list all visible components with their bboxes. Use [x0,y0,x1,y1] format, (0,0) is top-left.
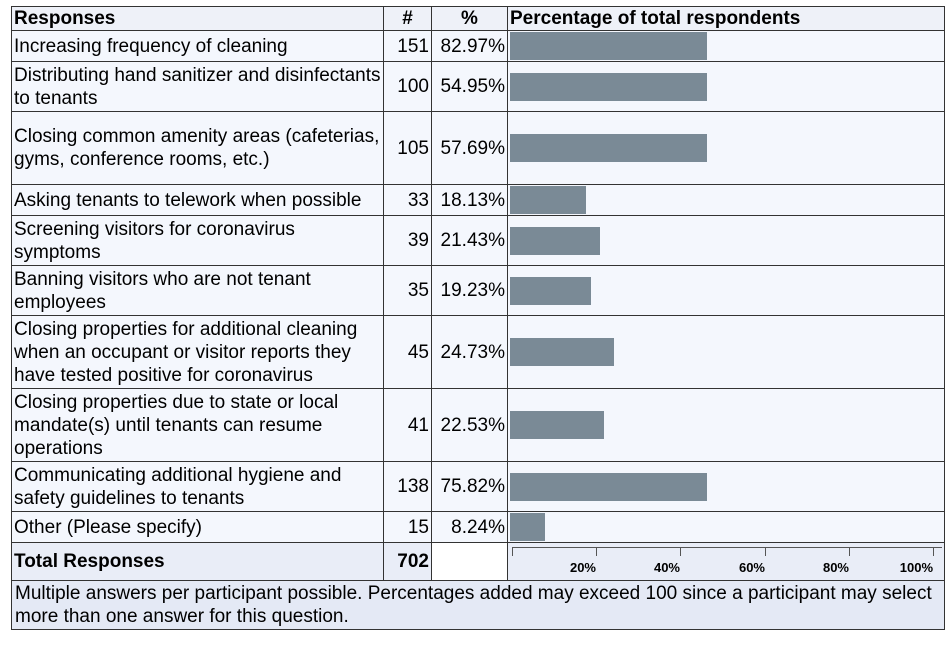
response-count: 41 [383,388,432,462]
response-label: Closing properties due to state or local… [11,388,384,462]
total-label: Total Responses [11,542,384,581]
response-label: Screening visitors for coronavirus sympt… [11,215,384,266]
response-percent: 75.82% [431,461,508,512]
response-percent: 57.69% [431,111,508,185]
response-count: 15 [383,511,432,543]
total-count: 702 [383,542,432,581]
response-percent: 54.95% [431,61,508,112]
response-label: Communicating additional hygiene and saf… [11,461,384,512]
response-label: Distributing hand sanitizer and disinfec… [11,61,384,112]
response-bar-cell [507,61,945,112]
response-percent: 21.43% [431,215,508,266]
axis-tick-origin [512,547,513,556]
axis-tick [849,547,850,556]
response-bar-cell [507,265,945,316]
axis-baseline [512,547,942,548]
response-bar [510,32,707,60]
axis-tick-label: 20% [569,560,596,575]
response-percent: 8.24% [431,511,508,543]
response-bar-cell [507,111,945,185]
header-chart: Percentage of total respondents [507,6,945,31]
response-count: 39 [383,215,432,266]
footer-row: Multiple answers per participant possibl… [11,580,945,630]
axis-tick [596,547,597,556]
response-bar [510,226,600,255]
response-bar-cell [507,315,945,389]
survey-results-table: Responses # % Percentage of total respon… [11,6,945,630]
response-percent: 24.73% [431,315,508,389]
response-percent: 19.23% [431,265,508,316]
percentage-axis-cell: 20% 40% 60% 80% 100% [507,542,945,581]
response-percent: 18.13% [431,184,508,216]
total-row: Total Responses 702 20% 40% 60% 80% 100% [11,542,945,581]
axis-tick [680,547,681,556]
table-row: Closing properties due to state or local… [11,388,945,462]
axis-tick [765,547,766,556]
table-row: Distributing hand sanitizer and disinfec… [11,61,945,112]
response-bar [510,472,707,501]
axis-tick-label: 60% [738,560,765,575]
total-percent-blank [431,542,508,581]
response-percent: 82.97% [431,30,508,62]
response-bar-cell [507,30,945,62]
header-row: Responses # % Percentage of total respon… [11,6,945,31]
response-count: 33 [383,184,432,216]
axis-tick-label: 100% [899,560,933,575]
response-label: Other (Please specify) [11,511,384,543]
axis-tick-label: 40% [653,560,680,575]
response-label: Closing common amenity areas (cafeterias… [11,111,384,185]
header-responses: Responses [11,6,384,31]
response-count: 35 [383,265,432,316]
response-bar [510,513,545,541]
response-bar-cell [507,184,945,216]
percentage-axis: 20% 40% 60% 80% 100% [512,547,942,575]
response-count: 45 [383,315,432,389]
table-row: Other (Please specify) 15 8.24% [11,511,945,543]
table-row: Banning visitors who are not tenant empl… [11,265,945,316]
table-row: Asking tenants to telework when possible… [11,184,945,216]
table-row: Closing common amenity areas (cafeterias… [11,111,945,185]
response-count: 105 [383,111,432,185]
table-row: Closing properties for additional cleani… [11,315,945,389]
table-row: Increasing frequency of cleaning 151 82.97… [11,30,945,62]
response-bar [510,338,614,366]
response-bar [510,411,605,439]
response-percent: 22.53% [431,388,508,462]
response-label: Banning visitors who are not tenant empl… [11,265,384,316]
response-count: 100 [383,61,432,112]
response-count: 138 [383,461,432,512]
response-label: Closing properties for additional cleani… [11,315,384,389]
table-row: Communicating additional hygiene and saf… [11,461,945,512]
footer-note: Multiple answers per participant possibl… [11,580,945,630]
axis-tick [933,547,934,556]
header-count: # [383,6,432,31]
response-bar-cell [507,215,945,266]
response-bar [510,72,707,101]
response-bar [510,276,591,305]
response-bar-cell [507,388,945,462]
response-bar [510,186,586,214]
response-label: Increasing frequency of cleaning [11,30,384,62]
axis-tick-label: 80% [822,560,849,575]
response-bar [510,134,707,162]
header-percent: % [431,6,508,31]
response-bar-cell [507,511,945,543]
response-count: 151 [383,30,432,62]
table-row: Screening visitors for coronavirus sympt… [11,215,945,266]
response-label: Asking tenants to telework when possible [11,184,384,216]
response-bar-cell [507,461,945,512]
